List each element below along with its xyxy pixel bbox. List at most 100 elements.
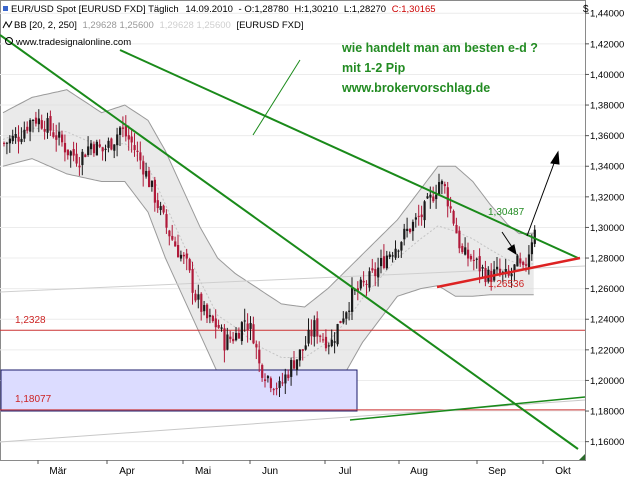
candle-body	[46, 118, 49, 133]
candle-body	[391, 255, 394, 257]
candle-body	[432, 196, 435, 202]
candle-body	[368, 271, 371, 288]
candle-body	[435, 194, 438, 200]
y-tick-label: 1,24000	[590, 315, 624, 326]
candle-body	[217, 324, 220, 328]
y-tick-label: 1,18000	[590, 407, 624, 418]
candle-body	[295, 359, 299, 370]
candle-body	[177, 245, 180, 258]
candle-body	[49, 116, 52, 131]
candle-body	[223, 328, 226, 351]
candle-body	[527, 254, 531, 269]
candle-body	[156, 200, 159, 209]
candle-body	[472, 259, 475, 261]
candle-body	[255, 344, 258, 348]
candle-body	[145, 170, 148, 177]
candle-body	[133, 145, 136, 151]
candle-body	[5, 142, 9, 144]
candle-body	[194, 293, 197, 301]
candle-body	[464, 247, 467, 255]
candle-body	[275, 388, 278, 390]
candle-body	[498, 268, 502, 274]
bb-label: BB [20, 2, 250]	[14, 20, 77, 31]
candle-body	[61, 134, 64, 143]
candle-body	[438, 182, 441, 195]
candle-body	[188, 259, 191, 271]
candle-body	[284, 374, 287, 384]
candle-body	[197, 294, 200, 300]
candle-body	[496, 266, 499, 270]
candle-body	[510, 273, 513, 277]
header-high: H:1,30210	[294, 4, 338, 15]
candle-body	[23, 129, 26, 139]
header-low: L:1,28270	[344, 4, 386, 15]
horizontal-levels	[0, 329, 585, 411]
candle-body	[322, 339, 325, 341]
candle-body	[409, 228, 412, 233]
candle-body	[249, 323, 252, 329]
upper-downtrend-line	[119, 49, 579, 259]
candle-body	[316, 318, 319, 337]
candle-body	[17, 136, 20, 142]
candle-body	[345, 312, 348, 319]
bb-values: 1,29628 1,25600	[83, 20, 154, 31]
candle-body	[20, 138, 23, 142]
candle-body	[269, 378, 272, 389]
candle-body	[110, 138, 113, 150]
candle-body	[206, 304, 209, 319]
candle-body	[148, 170, 151, 188]
bb-values-faint: 1,29628 1,25600	[159, 20, 230, 31]
candle-body	[264, 379, 267, 381]
candle-body	[119, 127, 122, 135]
y-tick-label: 1,16000	[590, 437, 624, 448]
header-close: C:1,30165	[392, 4, 436, 15]
candle-body	[324, 336, 328, 349]
candle-body	[484, 267, 487, 283]
candle-body	[327, 345, 330, 347]
candle-body	[513, 264, 516, 271]
candle-body	[420, 214, 423, 218]
candle-body	[37, 118, 40, 125]
copyright-icon	[5, 37, 13, 45]
bollinger-upper	[2, 89, 534, 308]
candle-body	[252, 324, 255, 344]
y-tick-label: 1,22000	[590, 345, 624, 356]
y-tick-label: 1,36000	[590, 131, 624, 142]
bb-symbol: [EURUSD FXD]	[236, 20, 303, 31]
candle-body	[533, 229, 536, 244]
bollinger-fill	[3, 89, 534, 411]
candle-body	[127, 135, 130, 140]
candle-body	[214, 318, 217, 328]
candle-body	[107, 140, 110, 148]
up-arrow-head	[550, 150, 560, 165]
y-tick-label: 1,20000	[590, 376, 624, 387]
candle-body	[525, 264, 528, 266]
candle-body	[371, 268, 374, 271]
candle-body	[522, 261, 525, 266]
candle-body	[449, 206, 452, 209]
candle-body	[243, 320, 246, 322]
corner-triangle-icon	[579, 454, 585, 460]
candle-body	[139, 152, 142, 161]
annotation-line-3: www.brokervorschlag.de	[341, 81, 490, 95]
candle-body	[69, 151, 72, 156]
candle-body	[11, 135, 14, 142]
candle-body	[414, 217, 417, 220]
candle-body	[58, 131, 61, 138]
y-tick-label: 1,30000	[590, 223, 624, 234]
candle-body	[377, 267, 380, 278]
x-tick-label: Mär	[49, 466, 67, 477]
x-tick-label: Mai	[195, 466, 211, 477]
y-tick-label: 1,34000	[590, 162, 624, 173]
x-tick-label: Aug	[410, 466, 428, 477]
candle-body	[200, 293, 203, 312]
candle-body	[516, 255, 519, 267]
support-trendline	[436, 256, 581, 289]
candle-body	[237, 333, 241, 339]
candle-body	[281, 382, 284, 384]
candle-body	[14, 134, 17, 138]
candle-body	[400, 242, 403, 251]
candle-body	[342, 318, 345, 323]
highlight-box	[0, 369, 358, 412]
